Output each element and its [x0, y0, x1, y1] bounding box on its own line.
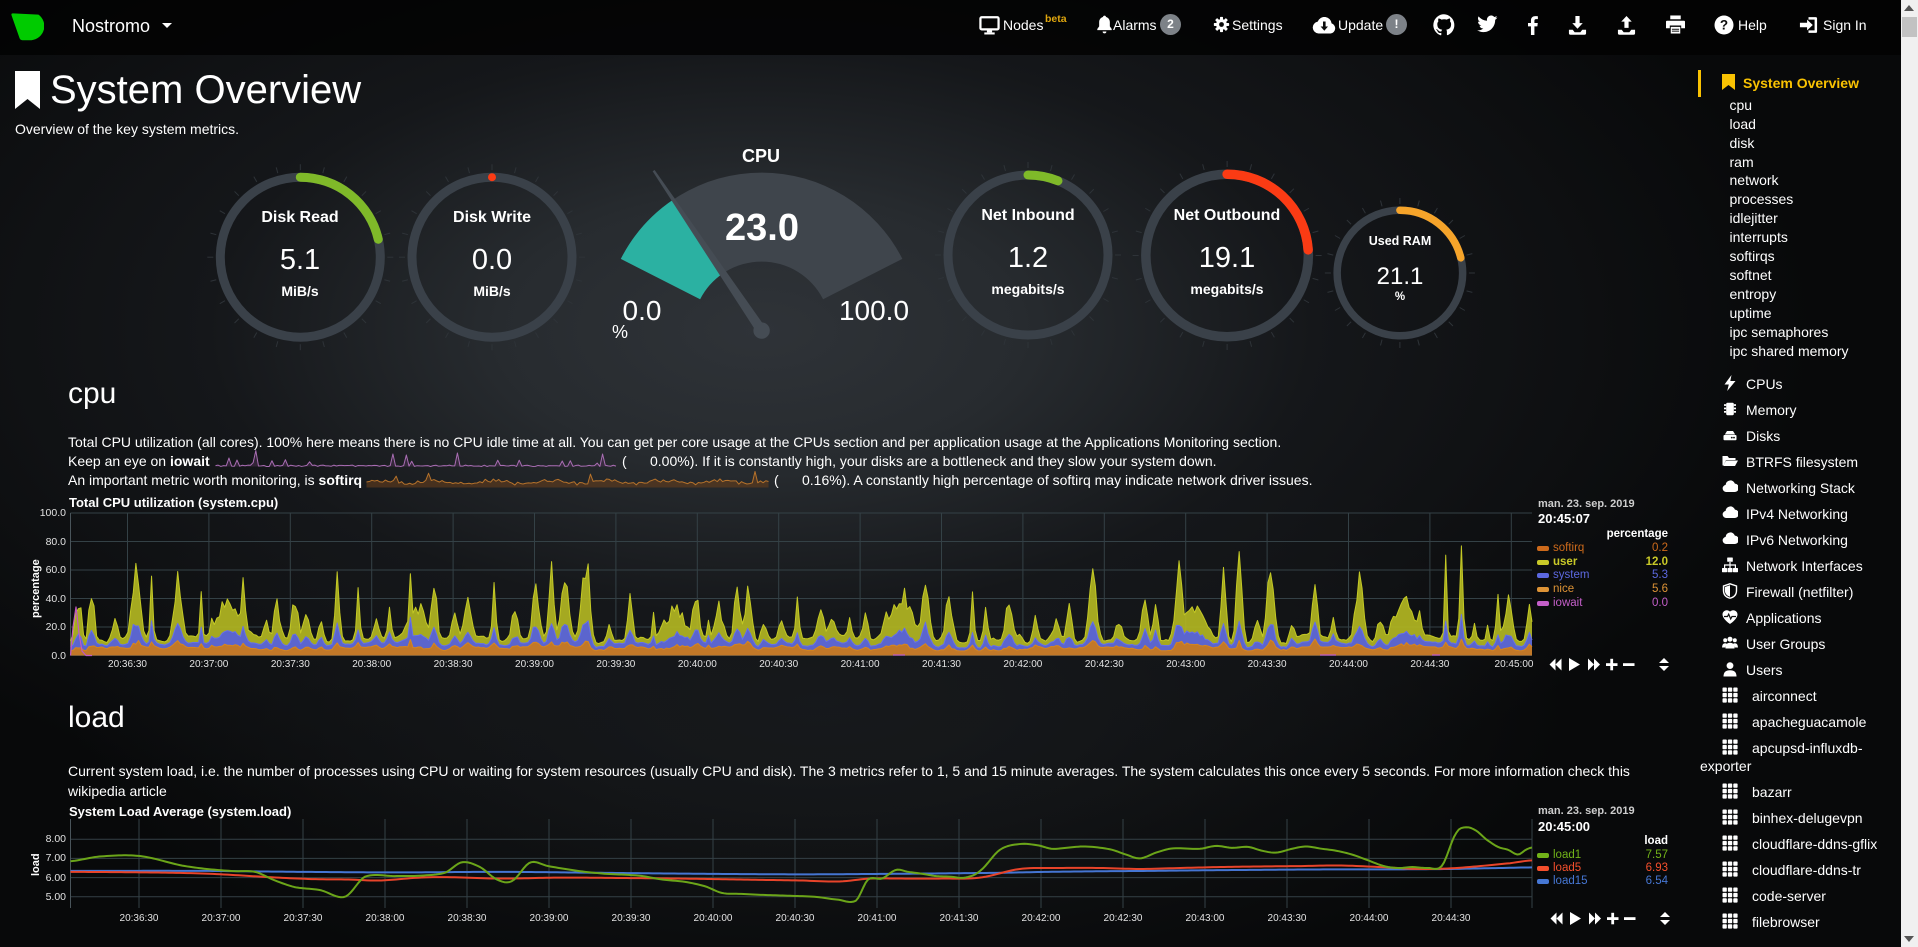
svg-text:?: ? — [1720, 18, 1728, 33]
